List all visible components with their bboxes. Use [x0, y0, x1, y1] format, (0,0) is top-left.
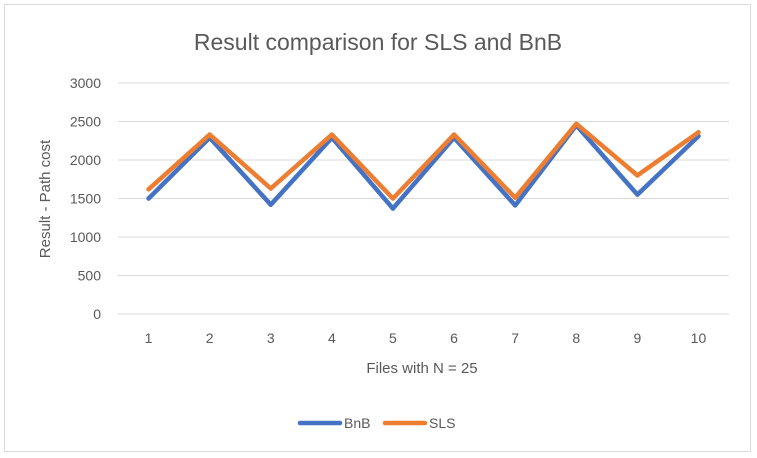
data-point-bnb — [268, 202, 273, 207]
data-point-sls — [146, 187, 151, 192]
legend-label-sls: SLS — [429, 415, 455, 431]
y-tick-label: 500 — [78, 268, 102, 284]
data-point-sls — [207, 132, 212, 137]
y-axis-title: Result - Path cost — [37, 139, 54, 258]
x-tick-label: 5 — [389, 330, 397, 346]
data-point-sls — [635, 173, 640, 178]
x-tick-label: 2 — [206, 330, 214, 346]
data-point-sls — [390, 196, 396, 201]
y-tick-label: 1500 — [70, 191, 101, 207]
data-point-bnb — [390, 206, 396, 211]
x-tick-label: 9 — [633, 330, 641, 346]
x-tick-label: 7 — [511, 330, 519, 346]
series-line-sls — [146, 121, 701, 201]
y-tick-label: 0 — [93, 306, 101, 322]
y-tick-label: 2500 — [70, 114, 101, 130]
data-point-sls — [574, 121, 579, 127]
series-lines — [146, 121, 701, 211]
y-tick-label: 2000 — [70, 152, 101, 168]
x-tick-label: 4 — [328, 330, 336, 346]
data-point-sls — [329, 132, 335, 137]
x-tick-label: 10 — [691, 330, 707, 346]
legend: BnB SLS — [297, 415, 455, 431]
data-point-bnb — [635, 192, 640, 197]
chart-title: Result comparison for SLS and BnB — [194, 29, 562, 55]
data-point-sls — [268, 186, 273, 191]
data-point-sls — [512, 195, 518, 200]
y-tick-label: 1000 — [70, 229, 101, 245]
data-point-bnb — [146, 196, 151, 201]
x-tick-labels: 1 2 3 4 5 6 7 8 9 10 — [145, 330, 707, 346]
x-tick-label: 8 — [572, 330, 580, 346]
x-tick-label: 6 — [450, 330, 458, 346]
data-point-sls — [451, 132, 457, 137]
legend-label-bnb: BnB — [344, 415, 370, 431]
data-point-bnb — [512, 203, 518, 208]
y-tick-label: 3000 — [70, 75, 101, 91]
data-point-sls — [696, 130, 701, 135]
chart-frame — [4, 4, 751, 452]
series-line-bnb — [146, 123, 701, 211]
x-axis-title: Files with N = 25 — [366, 360, 477, 377]
gridlines — [118, 82, 729, 315]
y-tick-labels: 0 500 1000 1500 2000 2500 3000 — [70, 75, 101, 322]
x-tick-label: 3 — [267, 330, 275, 346]
x-tick-label: 1 — [145, 330, 153, 346]
